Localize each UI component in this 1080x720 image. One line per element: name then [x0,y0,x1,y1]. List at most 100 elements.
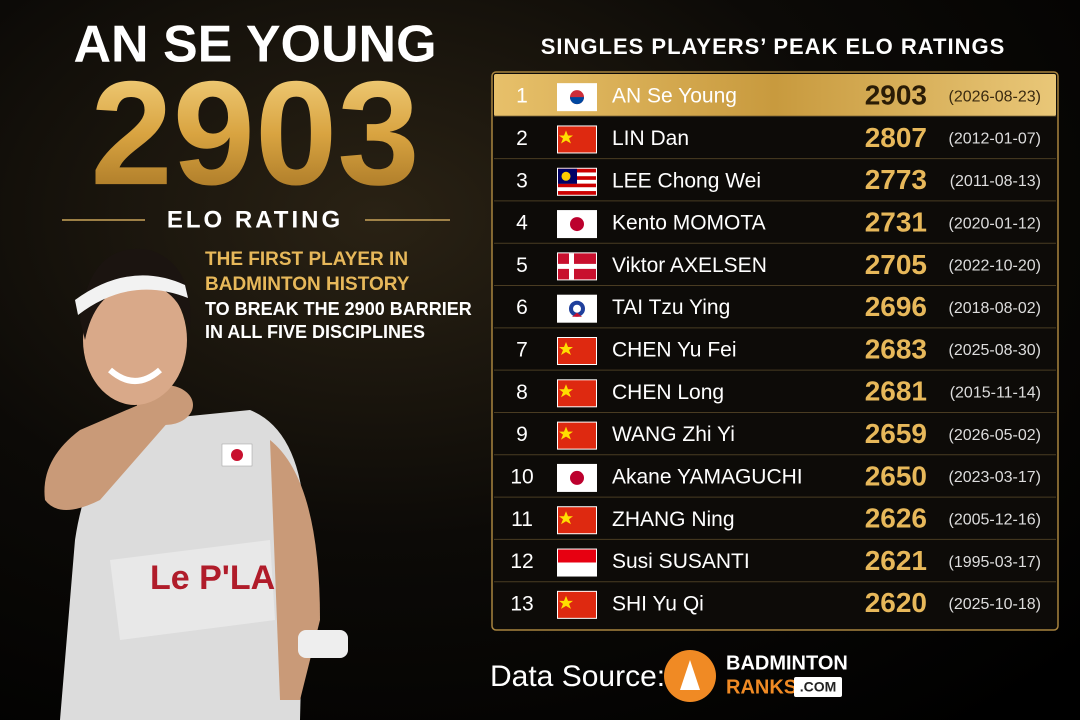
flag-part [559,595,573,609]
player-name: Kento MOMOTA [612,212,766,235]
player-name: LIN Dan [612,127,689,150]
player-name: Viktor AXELSEN [612,254,767,277]
peak-rating: 2731 [865,206,927,237]
flag-part [559,511,573,525]
player-name: WANG Zhi Yi [612,423,735,446]
peak-date: (2025-08-30) [949,342,1042,359]
flag [558,549,596,576]
peak-rating: 2681 [865,376,927,407]
peak-rating: 2626 [865,503,927,534]
table-rows: 1 AN Se Young 2903 (2026-08-23) 2 LIN Dan 2807… [494,74,1056,619]
tagline: THE FIRST PLAYER IN [205,249,408,270]
rank: 2 [516,127,528,150]
peak-date: (2025-10-18) [949,596,1042,613]
flag-part [570,217,584,232]
player-name: CHEN Long [612,381,724,404]
flag [558,126,596,153]
player-name: Akane YAMAGUCHI [612,465,803,488]
peak-date: (2015-11-14) [950,385,1041,402]
peak-date: (2012-01-07) [949,131,1042,148]
rank: 8 [516,381,528,404]
flag-part [570,97,584,105]
peak-rating: 2903 [865,80,927,111]
peak-date: (2020-01-12) [949,215,1042,232]
flag [558,591,596,618]
rank: 4 [516,212,528,235]
flag-part [558,549,596,563]
player-name: AN Se Young [612,85,737,108]
flag-part [558,191,596,195]
tagline: BADMINTON HISTORY [205,274,410,295]
flag [558,464,596,491]
flag-part [558,263,596,269]
rank: 6 [516,296,528,319]
rank: 13 [510,592,533,615]
flag [558,84,596,111]
player-name: TAI Tzu Ying [612,296,730,319]
logo-text: RANKS [726,676,797,698]
peak-date: (2011-08-13) [950,173,1041,190]
logo-text: .COM [800,679,837,695]
logo-text: BADMINTON [726,652,848,674]
flag-part [573,304,581,313]
rank: 10 [510,465,533,488]
rank: 5 [516,254,528,277]
flag [558,380,596,407]
flag [558,211,596,238]
rank: 11 [511,508,533,531]
peak-rating: 2683 [865,333,927,364]
peak-date: (1995-03-17) [949,554,1042,571]
player-name: ZHANG Ning [612,508,735,531]
tagline: TO BREAK THE 2900 BARRIER [205,299,472,319]
flag-part [558,562,596,576]
logo-shuttle [680,660,700,690]
flag [558,253,596,280]
flag-part [570,470,584,485]
player-name: CHEN Yu Fei [612,339,737,362]
peak-date: (2005-12-16) [949,511,1042,528]
flag [558,295,596,322]
peak-rating: 2705 [865,249,927,280]
flag-part [558,187,596,192]
flag-part [572,312,582,317]
score-label: ELO RATING [167,206,343,233]
peak-rating: 2696 [865,291,927,322]
peak-date: (2026-08-23) [949,88,1042,105]
flag-part [559,130,573,144]
peak-rating: 2659 [865,418,927,449]
flag-part [558,183,596,188]
peak-date: (2022-10-20) [949,258,1042,275]
flag [558,422,596,449]
flag-part [559,384,573,398]
rank: 7 [516,339,528,362]
rank: 1 [516,85,528,108]
peak-date: (2023-03-17) [949,469,1042,486]
peak-date: (2018-08-02) [949,300,1042,317]
player-name: AN SE YOUNG [73,16,436,74]
table-title: SINGLES PLAYERS’ PEAK ELO RATINGS [541,34,1006,59]
peak-score: 2903 [90,51,419,216]
rank: 12 [510,550,533,573]
flag [558,338,596,364]
tagline: IN ALL FIVE DISCIPLINES [205,322,425,342]
flag-part [561,171,571,181]
player-name: Susi SUSANTI [612,550,750,573]
peak-rating: 2621 [865,545,927,576]
table-frame [491,71,1059,631]
svg-text:Le P'LAB: Le P'LAB [150,559,300,597]
source-label: Data Source: [490,660,665,693]
peak-rating: 2773 [865,164,927,195]
flag [558,507,596,534]
flag-part [559,342,573,355]
flag [558,168,596,195]
flag-part [559,426,573,440]
rank: 3 [516,169,528,192]
highlight-row [494,74,1056,117]
logo-badge [794,677,842,697]
player-name: LEE Chong Wei [612,169,761,192]
peak-rating: 2620 [865,587,927,618]
player-name: SHI Yu Qi [612,592,704,615]
peak-rating: 2650 [865,460,927,491]
